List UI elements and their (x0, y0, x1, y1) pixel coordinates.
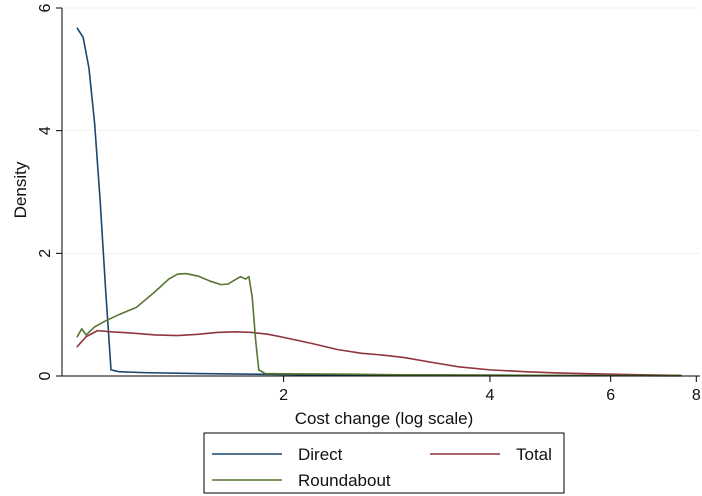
x-tick-label: 4 (486, 387, 495, 404)
legend-label-roundabout: Roundabout (298, 471, 391, 490)
legend-box (203, 432, 565, 494)
y-tick-label: 6 (37, 3, 54, 12)
series-line-roundabout (76, 272, 682, 377)
series-line-direct (76, 27, 682, 377)
series-lines (76, 27, 682, 377)
y-tick-label: 0 (37, 371, 54, 380)
legend-label-total: Total (516, 445, 552, 464)
gridlines (62, 7, 700, 377)
x-tick-label: 8 (692, 387, 701, 404)
y-tick-label: 2 (37, 249, 54, 258)
legend-label-direct: Direct (298, 445, 343, 464)
y-axis-title: Density (11, 161, 30, 218)
x-tick-label: 2 (279, 387, 288, 404)
y-tick-label: 4 (37, 126, 54, 135)
x-axis-title: Cost change (log scale) (295, 409, 474, 428)
legend: Direct Total Roundabout (203, 432, 565, 494)
x-tick-label: 6 (606, 387, 615, 404)
axes: 0 2 4 6 2 4 6 8 (37, 3, 701, 404)
series-line-total (76, 329, 682, 377)
